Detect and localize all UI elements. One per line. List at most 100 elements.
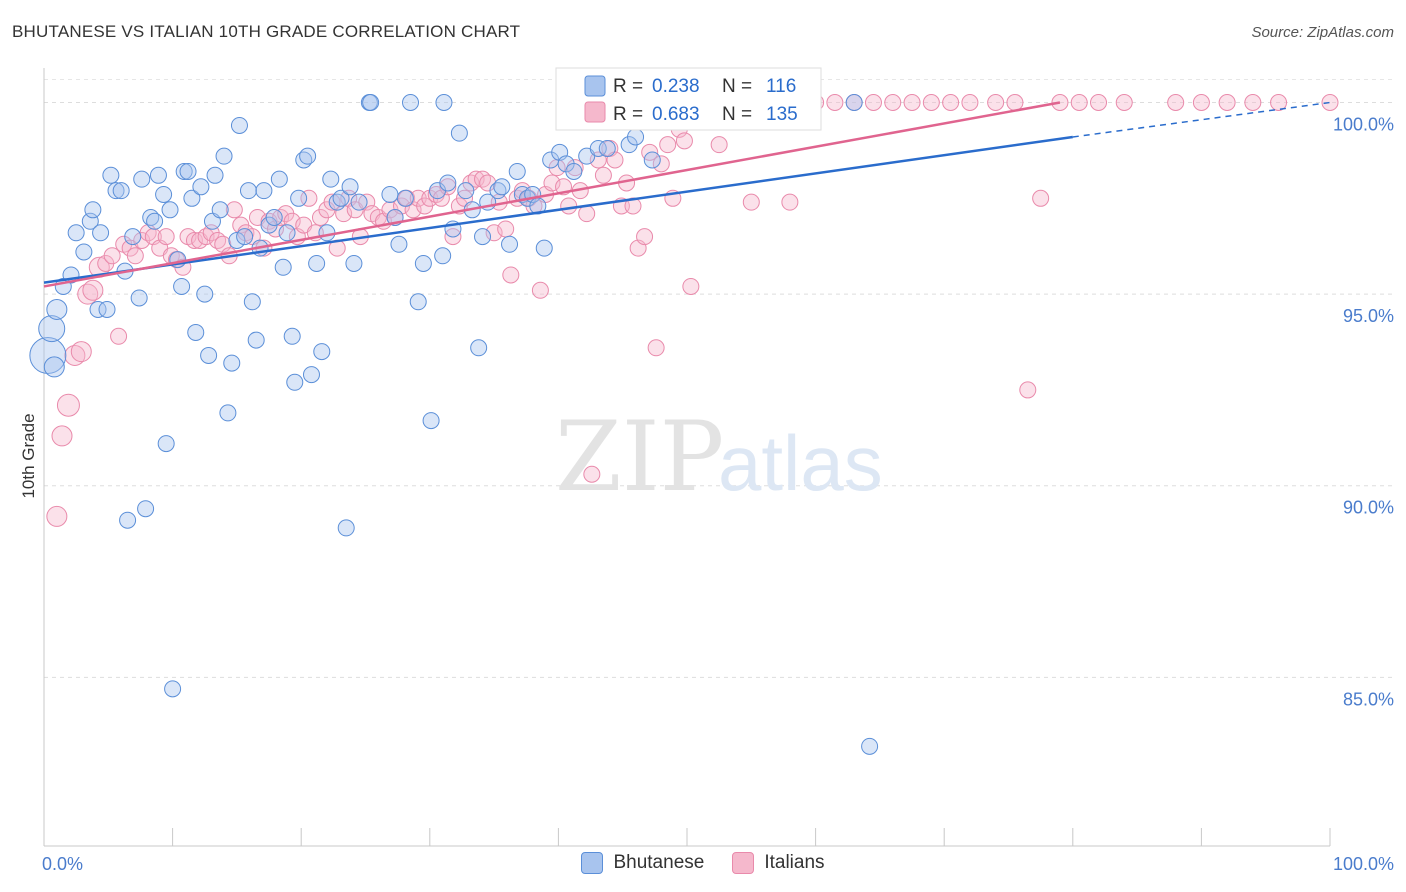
x-tick-label-max: 100.0% [1333,854,1394,874]
bhutanese-point [211,201,229,219]
italians-point [103,247,121,265]
bhutanese-point [501,235,519,253]
source-label: Source: ZipAtlas.com [1251,24,1394,41]
italians-point [864,93,882,111]
italians-point [942,93,960,111]
italians-point [922,93,940,111]
italians-point [1115,93,1133,111]
italians-point [1167,93,1185,111]
bhutanese-point [313,343,331,361]
legend-swatch-bhutanese [584,75,606,97]
bhutanese-point [161,201,179,219]
italians-point [46,505,68,527]
bhutanese-point [283,327,301,345]
italians-point [682,277,700,295]
italians-point [56,393,80,417]
bhutanese-point [402,93,420,111]
italians-point [624,197,642,215]
legend-swatch-italians [584,101,606,123]
legend-marker-italians [732,852,755,874]
bhutanese-point [278,224,296,242]
legend-n-value-italians: 135 [766,104,798,125]
bhutanese-point [362,93,380,111]
bhutanese-point [535,239,553,257]
y-tick-label: 95.0% [1343,306,1394,326]
bhutanese-point [470,339,488,357]
bhutanese-point [219,404,237,422]
bhutanese-point [457,182,475,200]
bhutanese-point [192,178,210,196]
bhutanese-point [43,356,65,378]
bhutanese-point [29,336,67,374]
bhutanese-point [450,124,468,142]
legend-n-label-bhutanese: N = [722,76,752,97]
italians-point [659,136,677,154]
italians-point [710,136,728,154]
y-tick-label: 85.0% [1343,689,1394,709]
bhutanese-point [414,254,432,272]
italians-point [652,155,670,173]
bhutanese-point [75,243,93,261]
y-axis-title: 10th Grade [19,413,38,498]
y-tick-label: 100.0% [1333,114,1394,134]
italians-point [1090,93,1108,111]
bhutanese-point [38,315,66,343]
bhutanese-point [67,224,85,242]
italians-point [502,266,520,284]
italians-point [647,339,665,357]
bhutanese-point [381,185,399,203]
watermark-atlas: atlas [718,419,883,507]
bhutanese-point [102,166,120,184]
italians-point [64,344,86,366]
italians-point [70,341,92,363]
bhutanese-point [146,212,164,230]
bhutanese-point [98,300,116,318]
italians-point [1192,93,1210,111]
bhutanese-point [155,185,173,203]
y-tick-labels: 85.0% 90.0% 95.0% 100.0% [1333,114,1394,709]
bhutanese-point [228,231,246,249]
italians-point [961,93,979,111]
italians-point [1006,93,1024,111]
italians-point [826,93,844,111]
italians-point [51,425,73,447]
legend-r-label-italians: R = [613,104,643,125]
bhutanese-trend-line [43,135,1073,284]
bhutanese-point [434,247,452,265]
bhutanese-point [124,228,142,246]
italians-point [1032,189,1050,207]
bhutanese-point [290,189,308,207]
bhutanese-point [598,139,616,157]
bhutanese-point [84,201,102,219]
legend-item-italians: Italians [732,852,825,874]
bhutanese-point [308,254,326,272]
legend-item-bhutanese: Bhutanese [581,852,704,874]
bhutanese-point [183,189,201,207]
bhutanese-point [439,174,457,192]
watermark: ZIP atlas [555,401,883,513]
legend-r-value-bhutanese: 0.238 [652,76,700,97]
bhutanese-point [130,289,148,307]
bhutanese-point [92,224,110,242]
bhutanese-point [200,346,218,364]
italians-point [82,279,104,301]
italians-point [110,327,128,345]
bhutanese-points [29,93,879,755]
bhutanese-point [270,170,288,188]
bhutanese-point [236,228,254,246]
y-tick-label: 90.0% [1343,498,1394,518]
bhutanese-point [396,189,414,207]
bhutanese-point [157,435,175,453]
bhutanese-point [627,128,645,146]
italians-point [884,93,902,111]
bhutanese-point [215,147,233,165]
stats-legend: R = 0.238 N = 116 R = 0.683 N = 135 [555,67,822,131]
italians-point [636,228,654,246]
bhutanese-point [119,511,137,529]
watermark-zip: ZIP [555,401,724,513]
bhutanese-point [286,373,304,391]
series-legend: Bhutanese Italians [0,852,1406,874]
bhutanese-point [435,93,453,111]
trend-lines [43,101,1331,288]
italians-point [578,205,596,223]
